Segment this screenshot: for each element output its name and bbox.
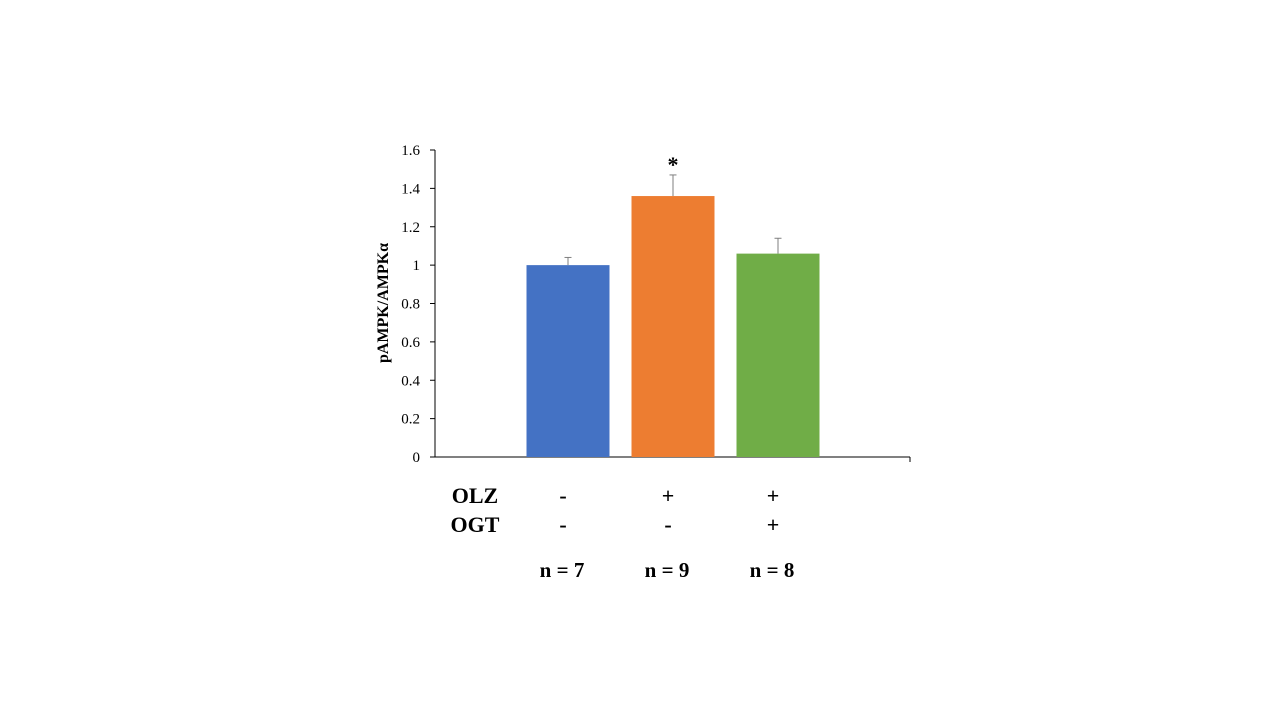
condition-sign: + (767, 483, 780, 508)
y-tick-label: 0.4 (401, 373, 420, 389)
condition-table: OLZ - + + OGT - - + n = 7 n = 9 n = 8 (451, 483, 795, 582)
y-axis: 0 0.2 0.4 0.6 0.8 1 1.2 1.4 1.6 (401, 143, 436, 466)
x-axis (435, 456, 911, 462)
condition-sign: + (767, 512, 780, 537)
error-bars (564, 174, 782, 266)
y-tick-label: 0.6 (401, 335, 420, 351)
sample-size-label: n = 7 (540, 558, 585, 582)
annotations: * (668, 152, 679, 177)
y-tick-label: 0.8 (401, 297, 420, 313)
bar (736, 253, 820, 457)
sample-size-label: n = 8 (750, 558, 795, 582)
condition-sign: + (662, 483, 675, 508)
y-tick-label: 1.4 (401, 181, 420, 197)
condition-sign: - (664, 512, 671, 537)
bar (631, 196, 715, 458)
condition-row-label: OGT (451, 512, 500, 537)
bar (526, 265, 610, 457)
y-tick-label: 1.2 (401, 220, 420, 236)
sample-size-label: n = 9 (645, 558, 690, 582)
y-tick-label: 0 (413, 450, 421, 466)
condition-row-label: OLZ (452, 483, 498, 508)
y-tick-label: 1 (413, 258, 421, 274)
y-axis-label: pAMPK/AMPKα (375, 243, 392, 363)
y-tick-label: 1.6 (401, 143, 420, 159)
bars (526, 196, 820, 458)
condition-sign: - (559, 483, 566, 508)
significance-marker: * (668, 152, 679, 177)
y-tick-label: 0.2 (401, 412, 420, 428)
condition-sign: - (559, 512, 566, 537)
